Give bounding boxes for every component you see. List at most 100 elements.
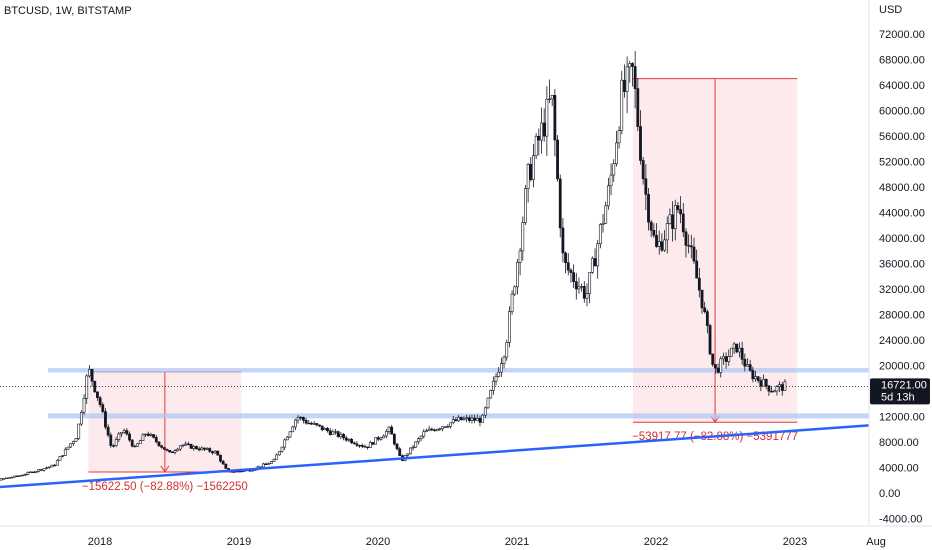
candle-body: [639, 126, 642, 161]
candle-body: [467, 417, 471, 421]
candle-body: [673, 205, 677, 229]
candle-body: [623, 79, 626, 92]
candle-body: [251, 470, 254, 472]
candle-body: [55, 460, 59, 466]
candle-body: [457, 416, 460, 422]
candle-body: [660, 241, 664, 251]
x-tick-label: 2023: [783, 536, 807, 548]
candle-body: [293, 419, 297, 428]
candle-body: [419, 435, 423, 440]
candle-body: [687, 245, 691, 247]
candle-body: [537, 135, 541, 141]
candle-body: [740, 347, 744, 360]
candle-body: [502, 356, 506, 364]
candle-body: [178, 445, 182, 450]
candle-body: [719, 358, 723, 373]
candle-body: [406, 453, 410, 456]
candle-body: [727, 356, 731, 362]
candle-body: [446, 426, 450, 428]
candle-body: [152, 434, 156, 438]
y-tick-label: 4000.00: [879, 463, 919, 475]
candle-body: [37, 469, 40, 472]
candle-body: [208, 448, 212, 452]
candle-body: [133, 445, 137, 448]
candle-body: [232, 471, 236, 473]
candle-body: [676, 205, 680, 210]
candle-body: [71, 441, 75, 444]
candle-body: [299, 417, 303, 419]
candle-body: [430, 428, 434, 431]
candle-body: [491, 380, 495, 391]
support-trendline[interactable]: [0, 424, 870, 489]
candle-body: [141, 434, 145, 441]
candle-body: [197, 448, 201, 451]
y-tick-label: 60000.00: [879, 106, 925, 118]
x-tick-label: 2019: [227, 536, 251, 548]
candle-body: [497, 371, 501, 377]
trend-layer: [0, 424, 870, 489]
price-axis[interactable]: USD: [0, 0, 932, 527]
candle-body: [304, 420, 308, 424]
candle-body: [63, 448, 67, 456]
candle-body: [342, 433, 345, 439]
candle-body: [283, 439, 287, 448]
candle-body: [310, 422, 313, 425]
candle-body: [334, 431, 337, 433]
candle-body: [473, 417, 477, 421]
candle-body: [449, 422, 452, 427]
candle-body: [470, 417, 474, 421]
candle-body: [695, 260, 699, 279]
currency-label: USD: [879, 4, 902, 16]
candle-body: [532, 155, 535, 180]
candle-body: [125, 430, 129, 435]
x-tick-label: 2021: [505, 536, 529, 548]
candle-body: [671, 214, 674, 229]
candle-body: [524, 188, 527, 223]
candle-body: [550, 95, 554, 100]
candle-body: [90, 369, 94, 382]
candle-body: [556, 139, 559, 180]
candle-body: [224, 463, 228, 469]
candle-body: [735, 343, 739, 353]
candle-body: [425, 430, 428, 433]
candle-body: [631, 63, 634, 67]
candle-body: [655, 235, 658, 247]
candle-body: [596, 243, 600, 267]
candle-body: [165, 449, 169, 451]
candle-body: [10, 476, 14, 479]
candle-body: [31, 471, 35, 474]
horizontal-zone[interactable]: [48, 368, 869, 373]
candle-body: [45, 467, 49, 469]
candle-body: [77, 423, 81, 439]
y-tick-label: 0.00: [879, 488, 900, 500]
candle-body: [732, 343, 736, 349]
candle-body: [569, 269, 573, 273]
candle-body: [762, 379, 765, 387]
candle-body: [387, 426, 391, 432]
y-tick-label: 32000.00: [879, 284, 925, 296]
candle-body: [417, 438, 420, 443]
candle-body: [285, 436, 289, 441]
candle-body: [526, 164, 530, 189]
candle-body: [42, 468, 46, 471]
candle-body: [681, 213, 685, 233]
candle-body: [748, 364, 752, 371]
candle-body: [751, 370, 755, 380]
candle-body: [697, 277, 701, 291]
candle-body: [754, 376, 757, 380]
candle-body: [339, 433, 343, 437]
candle-body: [355, 443, 359, 446]
y-tick-label: 56000.00: [879, 131, 925, 143]
candle-body: [441, 426, 444, 430]
candle-body: [489, 390, 493, 399]
candle-body: [451, 419, 455, 424]
candle-body: [483, 407, 487, 416]
candle-body: [379, 437, 383, 440]
candle-body: [711, 353, 715, 365]
x-tick-label: 2022: [644, 536, 668, 548]
candle-body: [173, 450, 177, 453]
candle-body: [566, 262, 570, 271]
candle-body: [205, 448, 209, 450]
candle-body: [122, 430, 126, 433]
